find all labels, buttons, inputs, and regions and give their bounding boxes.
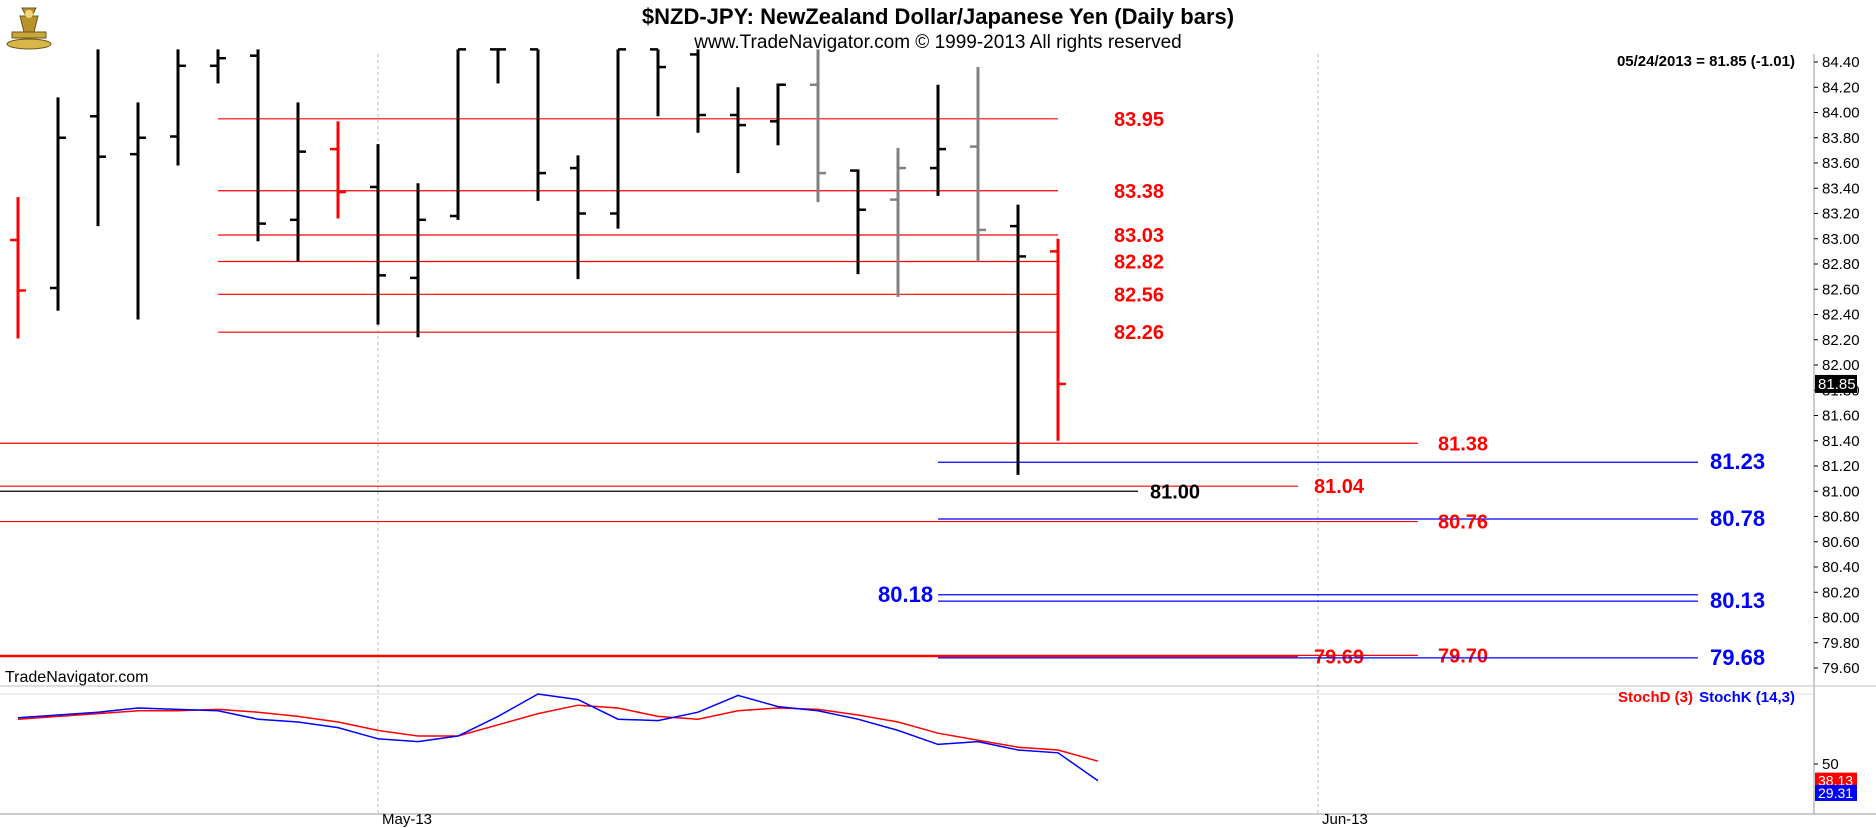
chart-subtitle: www.TradeNavigator.com © 1999-2013 All r… bbox=[694, 32, 1182, 53]
y-tick-label: 79.60 bbox=[1822, 660, 1860, 677]
level-label: 83.95 bbox=[1114, 109, 1164, 131]
y-tick-label: 80.20 bbox=[1822, 584, 1860, 601]
level-label: 79.70 bbox=[1438, 645, 1488, 667]
level-label: 83.38 bbox=[1114, 181, 1164, 203]
y-tick-label: 83.00 bbox=[1822, 231, 1860, 248]
stoch-panel bbox=[0, 686, 1876, 814]
legend-stochk: StochK (14,3) bbox=[1699, 689, 1795, 706]
level-label: 81.04 bbox=[1314, 476, 1365, 498]
trade-navigator-logo-icon bbox=[2, 2, 56, 52]
y-tick-label: 80.40 bbox=[1822, 559, 1860, 576]
level-label: 82.26 bbox=[1114, 322, 1164, 344]
y-tick-label: 81.40 bbox=[1822, 433, 1860, 450]
level-label: 81.38 bbox=[1438, 433, 1488, 455]
level-label: 80.78 bbox=[1710, 506, 1765, 531]
y-tick-label: 80.60 bbox=[1822, 534, 1860, 551]
level-label: 80.18 bbox=[878, 582, 933, 607]
last-quote: 05/24/2013 = 81.85 (-1.01) bbox=[1617, 53, 1795, 70]
y-tick-label: 81.20 bbox=[1822, 458, 1860, 475]
level-label: 82.56 bbox=[1114, 284, 1164, 306]
y-axis-area bbox=[1814, 54, 1876, 828]
y-tick-label: 80.00 bbox=[1822, 610, 1860, 627]
level-label: 80.13 bbox=[1710, 588, 1765, 613]
y-tick-label: 83.60 bbox=[1822, 155, 1860, 172]
y-tick-label: 84.20 bbox=[1822, 79, 1860, 96]
stochd-last-box bbox=[1815, 772, 1857, 789]
chart-title: $NZD-JPY: NewZealand Dollar/Japanese Yen… bbox=[641, 4, 1235, 29]
y-tick-label: 83.40 bbox=[1822, 180, 1860, 197]
level-label: 80.76 bbox=[1438, 512, 1488, 534]
stochk-line bbox=[17, 693, 1099, 782]
y-tick-label: 82.00 bbox=[1822, 357, 1860, 374]
y-tick-label: 82.60 bbox=[1822, 281, 1860, 298]
last-price-label: 81.85 bbox=[1818, 376, 1856, 393]
y-tick-label: 83.80 bbox=[1822, 130, 1860, 147]
stochk-last-box bbox=[1815, 784, 1857, 801]
legend-stochd: StochD (3) bbox=[1618, 689, 1693, 706]
y-tick-label: 84.40 bbox=[1822, 54, 1860, 71]
x-tick-label: May-13 bbox=[382, 811, 432, 828]
last-price-box bbox=[1815, 374, 1857, 393]
y-tick-label: 84.00 bbox=[1822, 105, 1860, 122]
level-label: 79.68 bbox=[1710, 645, 1765, 670]
stochk-last-label: 29.31 bbox=[1818, 785, 1853, 801]
level-label: 82.82 bbox=[1114, 251, 1164, 273]
y-tick-label: 81.60 bbox=[1822, 408, 1860, 425]
x-tick-label: Jun-13 bbox=[1322, 811, 1368, 828]
watermark: TradeNavigator.com bbox=[5, 669, 148, 686]
level-label: 83.03 bbox=[1114, 225, 1164, 247]
y-tick-label: 82.20 bbox=[1822, 332, 1860, 349]
chart-header: $NZD-JPY: NewZealand Dollar/Japanese Yen… bbox=[0, 0, 1876, 54]
y-tick-label: 82.40 bbox=[1822, 307, 1860, 324]
level-label: 81.23 bbox=[1710, 449, 1765, 474]
stochd-last-label: 38.13 bbox=[1818, 773, 1853, 789]
y-tick-label: 79.80 bbox=[1822, 635, 1860, 652]
level-label: 81.00 bbox=[1150, 481, 1200, 503]
y-tick-label: 82.80 bbox=[1822, 256, 1860, 273]
stoch-y-tick-label: 50 bbox=[1822, 756, 1839, 773]
y-tick-label: 80.80 bbox=[1822, 509, 1860, 526]
y-tick-label: 83.20 bbox=[1822, 206, 1860, 223]
y-tick-label: 81.00 bbox=[1822, 483, 1860, 500]
